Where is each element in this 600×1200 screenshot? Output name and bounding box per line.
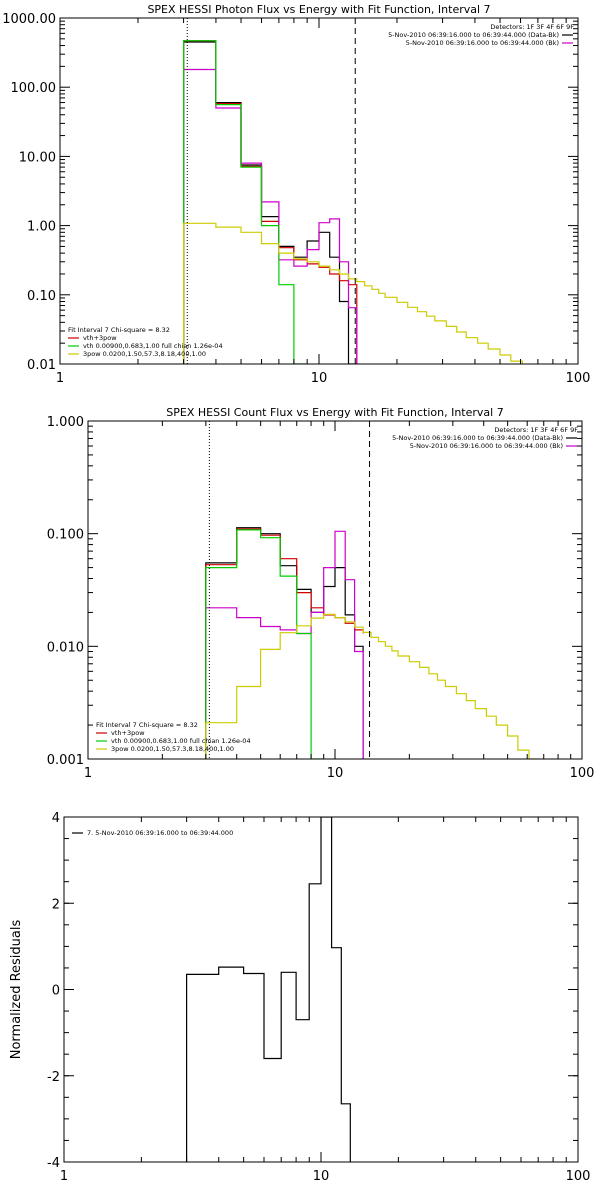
legend-left-header: Fit Interval 7 Chi-square = 8.32: [96, 721, 198, 729]
legend-left-label: 3pow 0.0200,1.50,57.3,8.18,400,1.00: [83, 350, 206, 358]
series-count-1: [205, 528, 364, 759]
y-tick-label: -2: [47, 1070, 60, 1085]
y-tick-label: 2: [52, 897, 60, 912]
x-tick-label: 1: [60, 1169, 68, 1184]
y-tick-label: 0.01: [27, 358, 56, 373]
plot-frame: [59, 17, 579, 365]
photon-flux-panel: SPEX HESSI Photon Flux vs Energy with Fi…: [2, 3, 590, 386]
y-axis: 0.01 0.10 1.00 10.00 100.00 1000.00: [2, 12, 578, 373]
count-flux-panel: SPEX HESSI Count Flux vs Energy with Fit…: [47, 406, 595, 781]
series-layer: [186, 817, 351, 1162]
legend-right-label: 5-Nov-2010 06:39:16.000 to 06:39:44.000 …: [392, 434, 563, 442]
series-photon-0: [183, 41, 357, 364]
legend-left: Fit Interval 7 Chi-square = 8.32vth+3pow…: [96, 721, 251, 753]
x-axis: 1 10 100: [60, 817, 591, 1184]
y-tick-label: -4: [47, 1156, 60, 1171]
legend-right-label: 5-Nov-2010 06:39:16.000 to 06:39:44.000 …: [410, 442, 563, 450]
residuals-panel: 1 10 100 -4 -2 0 2 4 Normalized Residuals 7. 5-No…: [9, 811, 590, 1184]
legend-right-header: Detectors: 1F 3F 4F 6F 9F: [490, 23, 574, 31]
x-tick-label: 10: [313, 1169, 330, 1184]
y-tick-label: 0: [52, 984, 60, 999]
x-axis: 1 10 100: [56, 18, 591, 386]
series-count-0: [205, 527, 364, 759]
legend-right-header: Detectors: 1F 3F 4F 6F 9F: [494, 426, 578, 434]
legend-left-label: 7. 5-Nov-2010 06:39:16.000 to 06:39:44.0…: [87, 829, 233, 837]
x-tick-label: 100: [570, 766, 595, 781]
chart-title: SPEX HESSI Count Flux vs Energy with Fit…: [166, 406, 503, 419]
legend-left-label: vth+3pow: [111, 729, 145, 737]
legend-left: Fit Interval 7 Chi-square = 8.32vth+3pow…: [68, 326, 223, 358]
chart-title: SPEX HESSI Photon Flux vs Energy with Fi…: [147, 3, 490, 16]
legend-left: 7. 5-Nov-2010 06:39:16.000 to 06:39:44.0…: [72, 829, 233, 837]
y-axis-label: Normalized Residuals: [9, 920, 24, 1060]
legend-left-label: vth+3pow: [83, 334, 117, 342]
legend-right: Detectors: 1F 3F 4F 6F 9F5-Nov-2010 06:3…: [388, 23, 574, 47]
legend-right-label: 5-Nov-2010 06:39:16.000 to 06:39:44.000 …: [406, 39, 559, 47]
y-tick-label: 10.00: [19, 150, 56, 165]
x-tick-label: 100: [566, 1169, 591, 1184]
series-photon-4: [183, 222, 523, 364]
series-layer: [183, 40, 523, 364]
y-tick-label: 4: [52, 811, 60, 826]
legend-left-label: vth 0.00900,0.683,1.00 full chian 1.26e-…: [111, 737, 251, 745]
series-count-3: [205, 529, 324, 759]
series-photon-1: [183, 40, 358, 364]
x-tick-label: 1: [84, 766, 92, 781]
x-tick-label: 10: [327, 766, 344, 781]
legend-right-label: 5-Nov-2010 06:39:16.000 to 06:39:44.000 …: [388, 31, 559, 39]
y-tick-label: 1.00: [27, 220, 56, 235]
x-tick-label: 10: [311, 371, 328, 386]
y-axis: 0.001 0.010 0.100 1.000: [47, 415, 582, 768]
legend-right: Detectors: 1F 3F 4F 6F 9F5-Nov-2010 06:3…: [392, 426, 578, 450]
legend-left-label: 3pow 0.0200,1.50,57.3,8.18,400,1.00: [111, 745, 234, 753]
series-resid-0: [186, 817, 351, 1162]
legend-left-label: vth 0.00900,0.683,1.00 full chian 1.26e-…: [83, 342, 223, 350]
x-tick-label: 100: [566, 371, 591, 386]
legend-left-header: Fit Interval 7 Chi-square = 8.32: [68, 326, 170, 334]
series-count-4: [205, 613, 539, 759]
series-photon-2: [183, 68, 358, 364]
y-tick-label: 0.100: [47, 528, 84, 543]
y-tick-label: 0.010: [47, 640, 84, 655]
y-axis: -4 -2 0 2 4: [47, 811, 578, 1171]
x-axis: 1 10 100: [84, 421, 595, 781]
y-tick-label: 100.00: [11, 81, 57, 96]
series-photon-3: [183, 40, 308, 364]
y-tick-label: 1000.00: [2, 12, 56, 27]
plot-frame: [87, 420, 583, 760]
y-tick-label: 0.10: [27, 289, 56, 304]
series-layer: [205, 527, 539, 759]
y-tick-label: 0.001: [47, 753, 84, 768]
y-tick-label: 1.000: [47, 415, 84, 430]
x-tick-label: 1: [56, 371, 64, 386]
